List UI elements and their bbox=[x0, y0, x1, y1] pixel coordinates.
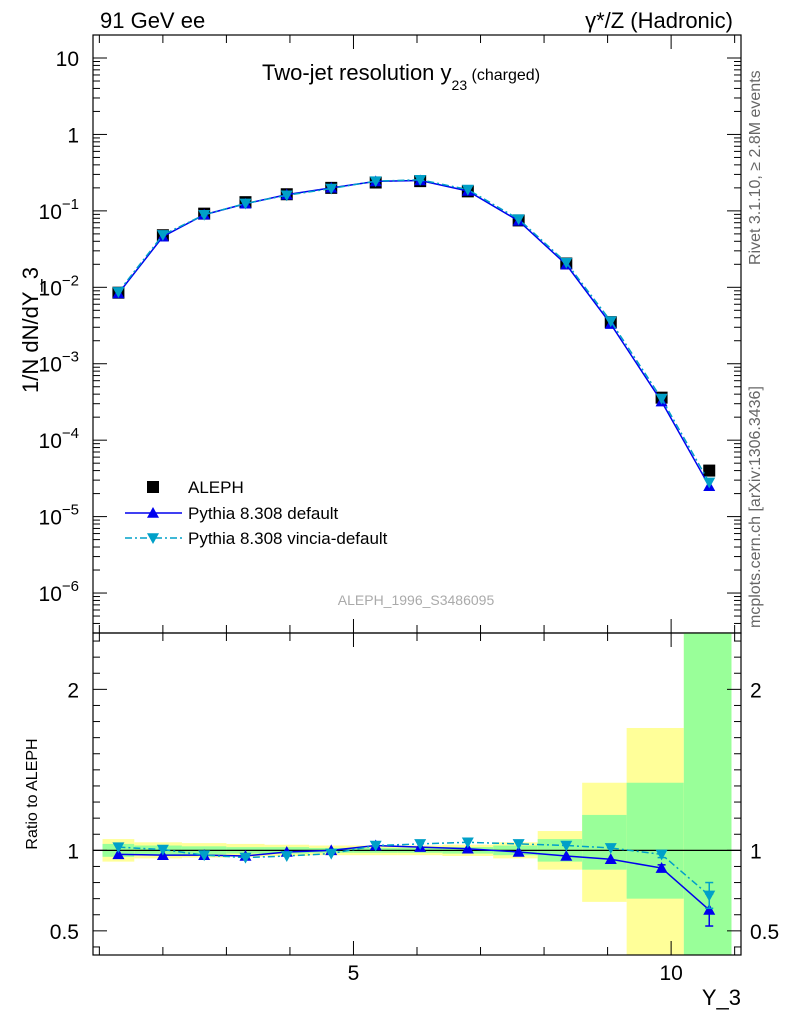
legend: ALEPH Pythia 8.308 default Pythia 8.308 vi… bbox=[125, 478, 388, 548]
x-tick-label: 10 bbox=[659, 962, 682, 985]
main-series-layer bbox=[112, 174, 716, 491]
ratio-axis-tick-labels: 0.5 0.5 1 1 2 2 5 10 bbox=[50, 679, 779, 985]
ratio-data-point bbox=[156, 844, 169, 856]
main-y-axis-tick-labels: 10 1 10−1 10−2 10−3 10−4 10−5 10−6 bbox=[39, 48, 79, 606]
legend-marker bbox=[147, 533, 159, 544]
ratio-data-point bbox=[655, 862, 668, 873]
ratio-data-point bbox=[325, 848, 338, 860]
data-point bbox=[461, 184, 474, 196]
data-point bbox=[280, 190, 293, 202]
ratio-data-point bbox=[655, 849, 668, 861]
ratio-y-tick-label: 2 bbox=[67, 679, 79, 702]
header-left: 91 GeV ee bbox=[100, 8, 205, 33]
main-y-axis-label: 1/N dN/dY_3 bbox=[18, 267, 43, 393]
ratio-frame bbox=[92, 632, 742, 956]
ratio-data-point bbox=[198, 850, 211, 862]
data-point bbox=[369, 176, 382, 188]
data-point bbox=[703, 464, 716, 477]
y-tick-label: 10−2 bbox=[39, 272, 79, 300]
ratio-data-point bbox=[604, 853, 617, 865]
data-point bbox=[512, 214, 525, 226]
ratio-y-axis-label: Ratio to ALEPH bbox=[24, 738, 41, 849]
series-line bbox=[117, 179, 710, 487]
x-tick-label: 5 bbox=[348, 962, 360, 985]
ratio-y-tick-label-right: 2 bbox=[750, 679, 762, 702]
y-tick-label: 10−3 bbox=[39, 349, 79, 377]
ratio-data-point bbox=[560, 849, 573, 861]
y-tick-label: 1 bbox=[67, 124, 79, 147]
y-tick-label: 10−6 bbox=[39, 578, 79, 606]
ratio-data-point bbox=[112, 842, 125, 854]
ratio-data-point bbox=[604, 843, 617, 854]
ratio-y-tick-label: 0.5 bbox=[50, 921, 79, 944]
ratio-data-point bbox=[512, 839, 525, 850]
ratio-y-tick-label: 1 bbox=[67, 840, 79, 863]
y-tick-label: 10 bbox=[56, 48, 79, 71]
data-point bbox=[560, 257, 573, 269]
ratio-data-point bbox=[512, 845, 525, 857]
ratio-data-point bbox=[239, 852, 252, 864]
data-point bbox=[239, 198, 252, 210]
main-y-axis-ticks bbox=[93, 34, 741, 634]
ratio-panel: 0.5 0.5 1 1 2 2 5 10 Ratio to ALEPH Y_3 bbox=[24, 632, 779, 1010]
ratio-uncertainty-bands bbox=[102, 633, 732, 955]
ratio-data-point bbox=[703, 890, 716, 902]
y-tick-label: 10−4 bbox=[39, 425, 79, 453]
ratio-data-point bbox=[369, 840, 382, 852]
data-point bbox=[198, 209, 211, 221]
ratio-axis-ticks bbox=[93, 633, 741, 955]
inner-uncertainty-band bbox=[626, 782, 684, 899]
legend-marker bbox=[147, 481, 159, 493]
y-tick-label: 10−1 bbox=[39, 196, 79, 224]
ratio-data-point bbox=[112, 848, 125, 860]
legend-entry-label: Pythia 8.308 default bbox=[188, 504, 339, 523]
ratio-series-layer bbox=[112, 837, 716, 927]
main-chart-title: Two-jet resolution y23 (charged) bbox=[262, 60, 540, 93]
ratio-data-point bbox=[461, 837, 474, 849]
inner-uncertainty-band bbox=[683, 633, 732, 955]
data-point bbox=[655, 393, 668, 405]
ratio-series-line bbox=[118, 841, 710, 896]
ratio-data-point bbox=[280, 851, 293, 862]
legend-marker bbox=[147, 507, 159, 518]
analysis-id-label: ALEPH_1996_S3486095 bbox=[338, 592, 495, 608]
series-line bbox=[117, 179, 710, 483]
data-point bbox=[703, 477, 716, 489]
ratio-data-point bbox=[560, 840, 573, 852]
data-point bbox=[156, 230, 169, 241]
main-x-axis-ticks bbox=[98, 35, 736, 633]
ratio-data-point bbox=[703, 903, 716, 915]
rivet-version-label: Rivet 3.1.10, ≥ 2.8M events bbox=[747, 70, 764, 265]
y-tick-label: 10−5 bbox=[39, 502, 79, 530]
ratio-data-point bbox=[414, 839, 427, 850]
legend-entry-label: Pythia 8.308 vincia-default bbox=[188, 529, 388, 548]
legend-entry-label: ALEPH bbox=[188, 478, 244, 497]
data-point bbox=[325, 183, 338, 195]
ratio-y-tick-label-right: 0.5 bbox=[750, 921, 779, 944]
ratio-y-tick-label-right: 1 bbox=[750, 840, 762, 863]
data-point bbox=[604, 316, 617, 328]
mcplots-label: mcplots.cern.ch [arXiv:1306.3436] bbox=[747, 386, 764, 628]
data-point bbox=[414, 175, 427, 186]
header-right: γ*/Z (Hadronic) bbox=[585, 8, 733, 33]
data-point bbox=[112, 287, 125, 298]
x-axis-label: Y_3 bbox=[702, 985, 741, 1010]
